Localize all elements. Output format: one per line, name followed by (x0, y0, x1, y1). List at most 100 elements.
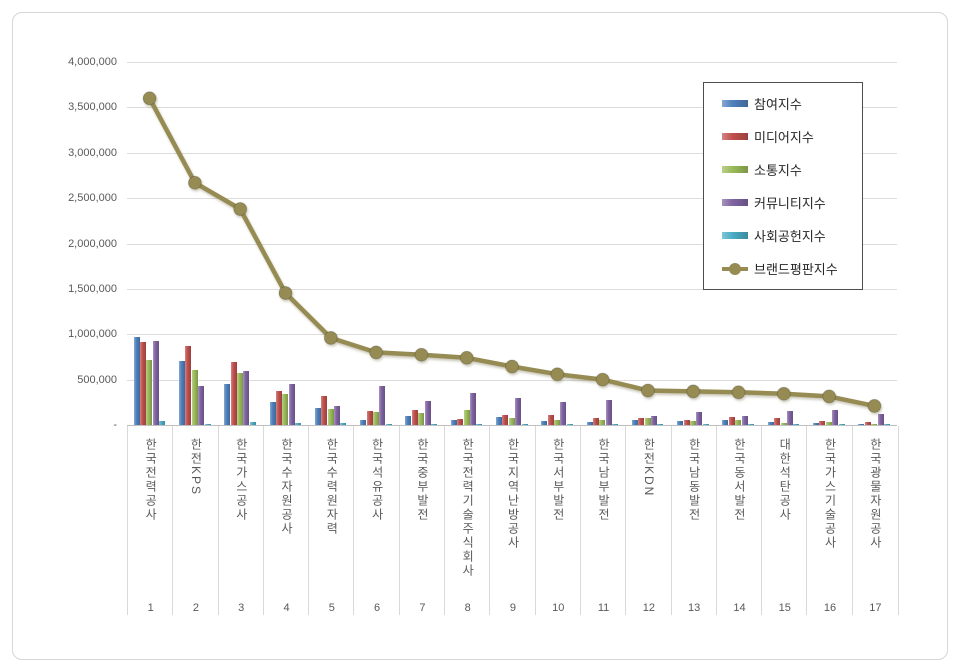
bar-social-contribution-index (566, 424, 573, 425)
bar-participation-index (767, 421, 774, 425)
bar-media-index (547, 414, 554, 425)
legend-label: 브랜드평판지수 (754, 262, 838, 277)
bar-social-contribution-index (838, 424, 845, 425)
y-tick-label: 2,500,000 (68, 192, 117, 205)
y-tick-label: 2,000,000 (68, 237, 117, 250)
bar-communication-index (372, 412, 379, 425)
y-tick-label: 500,000 (77, 373, 117, 386)
bar-participation-index (450, 420, 457, 425)
y-tick-label: 3,000,000 (68, 146, 117, 159)
category-name: 한국남부발전 (581, 438, 626, 522)
y-tick-label: 1,000,000 (68, 328, 117, 341)
line-marker (822, 389, 837, 404)
bar-social-contribution-index (612, 424, 619, 425)
bar-media-index (683, 420, 690, 425)
bar-participation-index (405, 415, 412, 425)
category-name: 한국수자원공사 (264, 438, 309, 536)
bar-social-contribution-index (295, 422, 302, 425)
rank-label: 16 (823, 602, 837, 614)
rank-label: 9 (509, 602, 517, 614)
rank-label: 2 (192, 602, 199, 614)
legend-item-social-contribution-index: 사회공헌지수 (722, 226, 862, 245)
bar-media-index (774, 417, 781, 425)
category-name: 한국전력기술주식회사 (445, 438, 490, 578)
category-cell: 한국지역난방공사 9 (489, 426, 535, 615)
category-cell: 한국광물자원공사 17 (851, 426, 899, 615)
bar-community-index (832, 410, 839, 425)
y-tick-label: 4,000,000 (68, 56, 117, 68)
category-name-text: 한국가스기술공사 (823, 438, 838, 550)
bar-participation-index (496, 417, 502, 425)
bar-participation-index (586, 421, 593, 425)
category-cell: 대한석탄공사 15 (761, 426, 807, 615)
bar-social-contribution-index (340, 422, 347, 425)
legend-label: 사회공헌지수 (754, 229, 826, 244)
line-marker (142, 91, 157, 106)
category-name-text: 한국광물자원공사 (868, 438, 883, 550)
bar-community-index (877, 414, 884, 425)
category-name-text: 한국가스공사 (234, 438, 249, 522)
bar-media-index (457, 418, 464, 425)
line-marker (640, 383, 655, 398)
bar-media-index (819, 421, 826, 425)
category-name: 대한석탄공사 (762, 438, 807, 522)
line-marker (595, 372, 610, 387)
bar-media-index (321, 396, 328, 425)
bar-community-index (605, 400, 612, 425)
bar-social-contribution-index (476, 424, 483, 425)
bar-community-index (152, 340, 159, 425)
bar-communication-index (689, 420, 696, 425)
category-name: 한국석유공사 (354, 438, 399, 522)
category-cell: 한전KPS 2 (172, 426, 218, 615)
gridline (127, 334, 897, 336)
bar-community-index (469, 392, 476, 425)
category-name-text: 한국수자원공사 (279, 438, 294, 536)
legend-label: 미디어지수 (754, 130, 814, 145)
line-marker (323, 330, 338, 345)
category-name: 한국가스기술공사 (807, 438, 852, 550)
y-tick-label: 1,500,000 (68, 282, 117, 295)
bar-community-index (696, 411, 703, 425)
bar-communication-index (146, 359, 153, 425)
legend-item-communication-index: 소통지수 (722, 160, 862, 179)
bar-participation-index (858, 423, 865, 425)
legend-item-brand-reputation-index: 브랜드평판지수 (722, 259, 862, 278)
category-cell: 한국가스공사 3 (217, 426, 264, 615)
bar-social-contribution-index (657, 424, 664, 425)
bar-communication-index (508, 417, 515, 425)
rank-label: 12 (642, 602, 655, 614)
bar-communication-index (599, 420, 606, 425)
category-name: 한국가스공사 (219, 438, 264, 522)
bar-social-contribution-index (883, 424, 890, 425)
line-marker (867, 398, 882, 413)
category-name-text: 한국남부발전 (596, 438, 611, 522)
bar-community-index (424, 401, 431, 425)
category-cell: 한국동서발전 14 (715, 426, 762, 615)
legend: 참여지수 미디어지수 소통지수 커뮤니티지수 사회공헌지수 브랜드평판지수 (703, 82, 863, 290)
category-cell: 한국중부발전 7 (398, 426, 445, 615)
bar-community-index (560, 401, 567, 425)
category-cell: 한국전력기술주식회사 8 (444, 426, 490, 615)
category-name: 한국지역난방공사 (490, 438, 535, 550)
gridline (127, 62, 897, 63)
category-name: 한국중부발전 (400, 438, 445, 522)
bar-communication-index (237, 373, 244, 425)
legend-swatch-media-index (722, 133, 748, 140)
legend-swatch-social-contribution-index (722, 232, 748, 239)
bar-communication-index (463, 410, 470, 425)
category-name: 한국서부발전 (536, 438, 581, 522)
y-tick-label: 3,500,000 (68, 101, 117, 114)
gridline (127, 198, 897, 200)
bar-media-index (592, 418, 599, 425)
legend-label: 소통지수 (754, 163, 802, 178)
bar-participation-index (631, 420, 638, 425)
bar-social-contribution-index (748, 424, 755, 425)
line-marker (369, 345, 384, 360)
bar-communication-index (554, 420, 561, 425)
bar-media-index (140, 342, 147, 425)
line-marker (187, 175, 202, 190)
bar-media-index (502, 415, 509, 425)
rank-label: 17 (869, 602, 882, 614)
legend-swatch-communication-index (722, 166, 748, 173)
category-cell: 한전KDN 12 (625, 426, 671, 615)
